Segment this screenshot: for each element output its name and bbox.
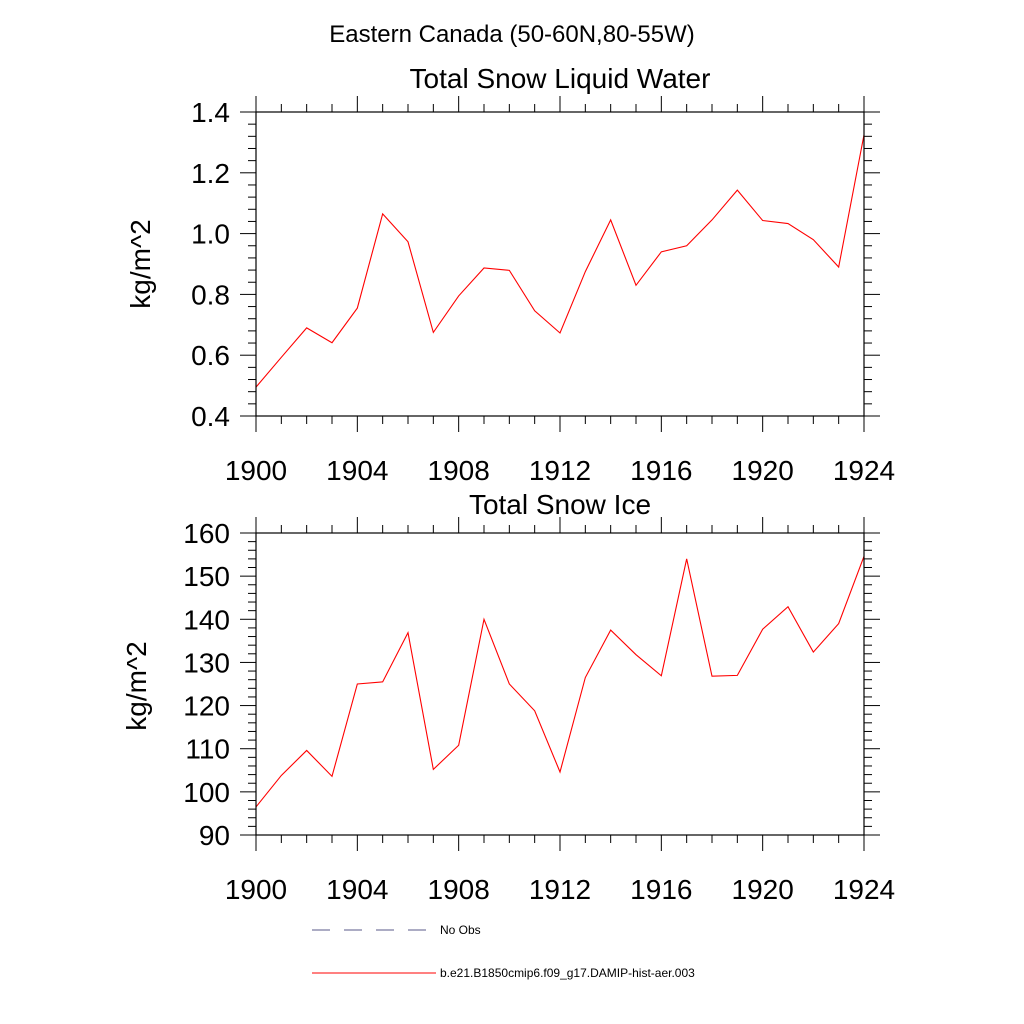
y-tick-label: 130 [183, 647, 230, 678]
y-axis-label: kg/m^2 [121, 641, 152, 730]
y-tick-label: 1.2 [191, 158, 230, 189]
y-tick-label: 0.4 [191, 401, 230, 432]
y-tick-label: 160 [183, 518, 230, 549]
x-tick-label: 1908 [428, 455, 490, 486]
x-tick-label: 1920 [732, 455, 794, 486]
chart-panel-liquid-water: Total Snow Liquid Water kg/m^2 1900 1904 1… [125, 63, 895, 486]
x-tick-label: 1916 [630, 874, 692, 905]
x-tick-label: 1916 [630, 455, 692, 486]
legend-label-no-obs: No Obs [440, 923, 481, 937]
y-axis-label: kg/m^2 [125, 219, 156, 308]
series-line-snow-ice [255, 556, 865, 808]
y-tick-label: 110 [185, 734, 230, 765]
figure-title: Eastern Canada (50-60N,80-55W) [329, 21, 695, 48]
y-tick-label: 100 [183, 777, 230, 808]
x-tick-label: 1924 [833, 874, 895, 905]
tick-layer [240, 517, 880, 851]
x-tick-label: 1912 [529, 874, 591, 905]
x-tick-label: 1908 [428, 874, 490, 905]
plot-frame [255, 111, 865, 417]
x-tick-label: 1904 [326, 455, 388, 486]
y-tick-label: 150 [183, 561, 230, 592]
legend-label-model-run: b.e21.B1850cmip6.f09_g17.DAMIP-hist-aer.… [440, 966, 695, 980]
series-line-liquid-water [255, 134, 865, 388]
x-tick-label: 1904 [326, 874, 388, 905]
y-tick-label: 140 [183, 604, 230, 635]
tick-label-layer: 1900 1904 1908 1912 1916 1920 1924 90 100 110 120 1… [183, 518, 895, 905]
x-tick-label: 1900 [225, 455, 287, 486]
x-tick-label: 1912 [529, 455, 591, 486]
chart-panel-snow-ice: Total Snow Ice kg/m^2 1900 1904 1908 1912 19… [121, 489, 895, 905]
y-tick-label: 90 [199, 820, 230, 851]
plot-frame [255, 532, 865, 836]
y-tick-label: 1.4 [191, 97, 230, 128]
x-tick-label: 1900 [225, 874, 287, 905]
x-tick-label: 1924 [833, 455, 895, 486]
x-tick-label: 1920 [732, 874, 794, 905]
chart-title: Total Snow Ice [469, 489, 651, 520]
y-tick-label: 1.0 [191, 219, 230, 250]
y-tick-label: 0.8 [191, 279, 230, 310]
y-tick-label: 0.6 [191, 340, 230, 371]
legend: No Obs b.e21.B1850cmip6.f09_g17.DAMIP-hi… [312, 923, 695, 980]
y-tick-label: 120 [183, 691, 230, 722]
tick-label-layer: 1900 1904 1908 1912 1916 1920 1924 0.4 0.6 0.8 1.0… [191, 97, 895, 486]
chart-title: Total Snow Liquid Water [410, 63, 711, 94]
tick-layer [240, 96, 880, 432]
